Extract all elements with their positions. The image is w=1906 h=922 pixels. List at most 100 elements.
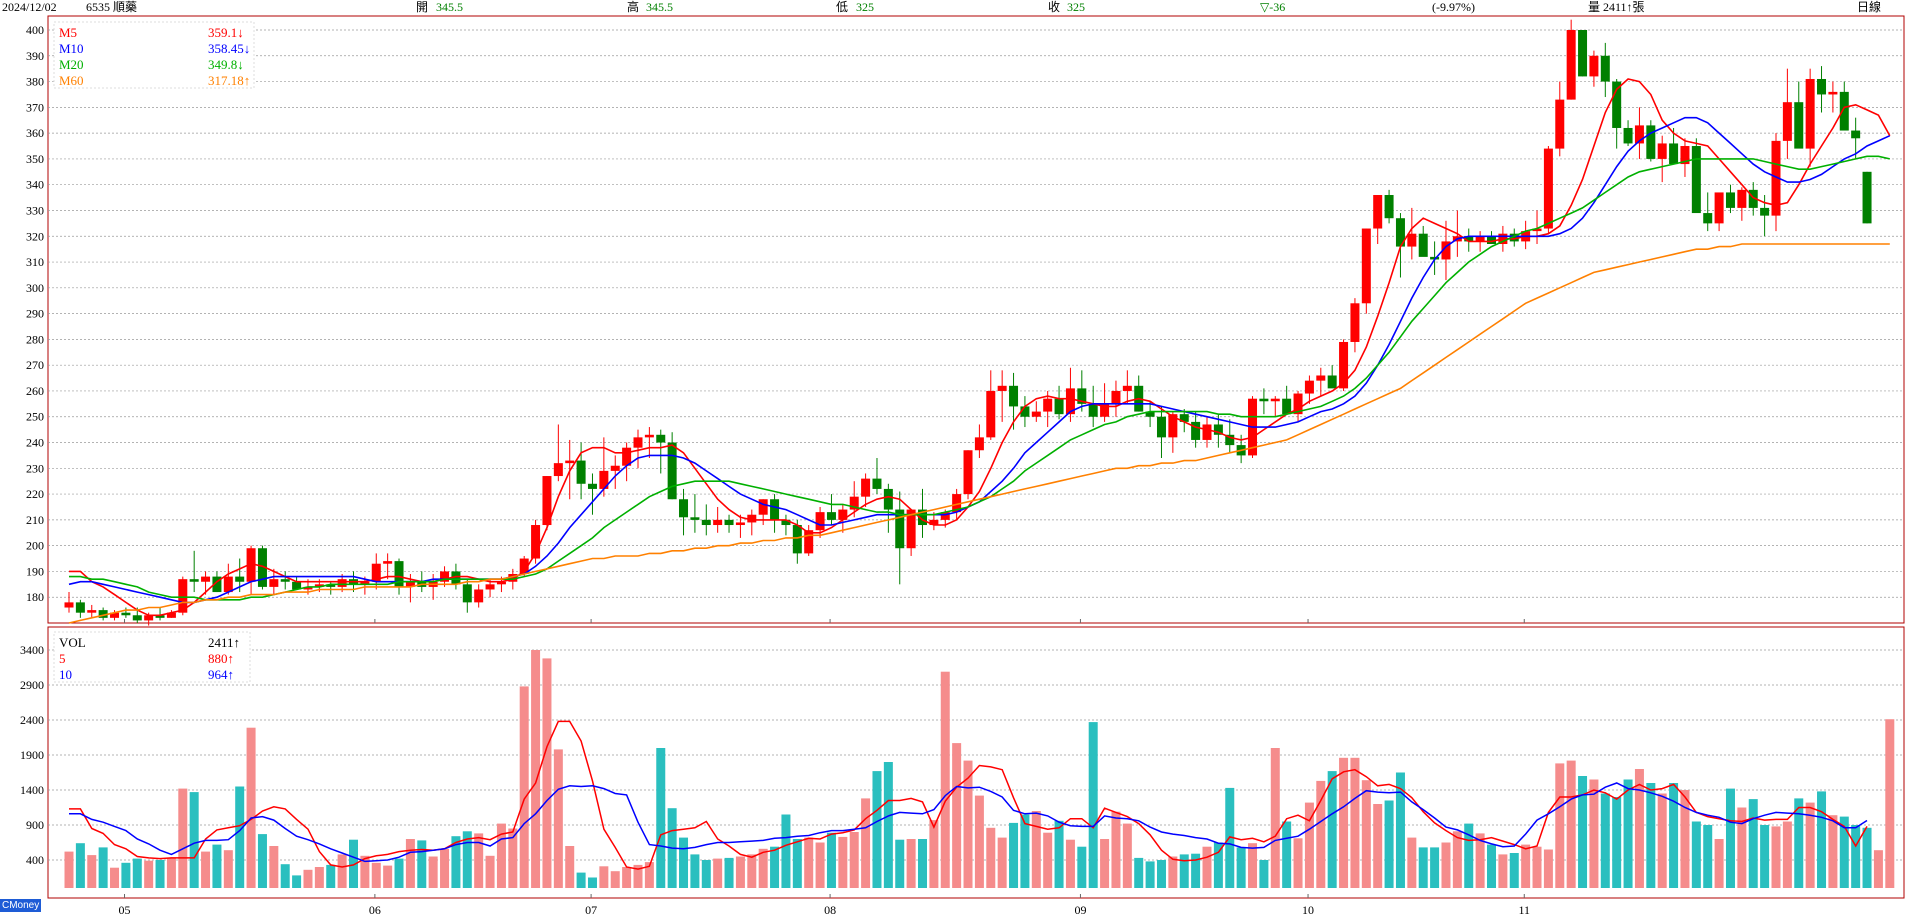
volume-bar xyxy=(1475,833,1485,888)
volume-bar xyxy=(1122,823,1132,888)
candle-body xyxy=(269,579,279,587)
candle-body xyxy=(132,615,142,621)
price-tick-label: 210 xyxy=(26,513,44,527)
volume-bar xyxy=(531,650,541,888)
volume-bar xyxy=(1737,807,1747,888)
volume-bar xyxy=(1031,811,1041,888)
volume-bar xyxy=(1407,837,1417,888)
header-date: 2024/12/02 xyxy=(2,0,57,14)
volume-bar xyxy=(1145,861,1155,888)
ma-line-m60 xyxy=(68,243,1890,624)
volume-bar xyxy=(1748,799,1758,888)
candle-body xyxy=(1100,403,1110,417)
candle-body xyxy=(1373,195,1383,229)
candle-body xyxy=(1782,102,1792,141)
volume-bar xyxy=(257,834,267,888)
candle-body xyxy=(1771,140,1781,216)
candle-body xyxy=(1612,81,1622,128)
volume-bar xyxy=(1646,783,1656,888)
candle-body xyxy=(1350,303,1360,342)
candle-body xyxy=(826,512,836,520)
volume-bar xyxy=(462,831,472,888)
candle-body xyxy=(1760,207,1770,216)
candle-body xyxy=(1202,424,1212,440)
candle-body xyxy=(1156,416,1166,438)
candle-body xyxy=(1384,195,1394,219)
volume-bar xyxy=(1430,847,1440,888)
candle-body xyxy=(1282,398,1292,415)
moving-average-lines xyxy=(68,78,1891,624)
volume-bar xyxy=(906,839,916,888)
candle-body xyxy=(542,476,552,526)
volume-bar xyxy=(1691,821,1701,888)
candle-body xyxy=(166,612,176,618)
volume-bar xyxy=(292,875,302,888)
x-tick-label: 05 xyxy=(119,903,131,917)
volume-bar xyxy=(576,872,586,888)
candle-body xyxy=(1122,385,1132,391)
candle-body xyxy=(1566,30,1576,100)
candle-body xyxy=(257,548,267,587)
price-axis-ticks: 180 190 200 210 220 230 240 250 260 270 280 290 300 3… xyxy=(26,23,44,604)
volume-tick-label: 900 xyxy=(26,818,44,832)
legend-vol10-value: 964↑ xyxy=(208,667,234,682)
price-tick-label: 250 xyxy=(26,410,44,424)
volume-bar xyxy=(1680,790,1690,888)
volume-bar xyxy=(747,854,757,888)
candle-body xyxy=(1088,403,1098,417)
volume-bar xyxy=(1316,780,1326,888)
volume-bar xyxy=(1384,800,1394,888)
price-tick-label: 290 xyxy=(26,307,44,321)
candle-body xyxy=(98,610,108,618)
volume-bar xyxy=(1111,811,1121,888)
price-tick-label: 280 xyxy=(26,332,44,346)
price-tick-label: 200 xyxy=(26,539,44,553)
volume-bars xyxy=(64,650,1895,888)
candle-body xyxy=(64,602,74,608)
candle-body xyxy=(1031,411,1041,417)
candle-body xyxy=(1179,414,1189,422)
candle-body xyxy=(1475,236,1485,242)
volume-tick-label: 3400 xyxy=(20,643,44,657)
candle-body xyxy=(189,579,199,582)
candle-body xyxy=(1418,233,1428,257)
header-open-label: 開 xyxy=(416,0,428,14)
volume-bar xyxy=(496,823,506,888)
candle-body xyxy=(1065,388,1075,415)
candle-body xyxy=(1077,388,1087,404)
volume-bar xyxy=(1543,849,1553,888)
candle-body xyxy=(1862,171,1872,224)
volume-bar xyxy=(1794,798,1804,888)
price-tick-label: 330 xyxy=(26,203,44,217)
candle-body xyxy=(531,525,541,559)
price-tick-label: 350 xyxy=(26,152,44,166)
volume-bar xyxy=(883,762,893,888)
candle-body xyxy=(679,499,689,518)
legend-m10-name: M10 xyxy=(59,41,84,56)
volume-bar xyxy=(1441,842,1451,888)
x-tick-label: 08 xyxy=(824,903,836,917)
volume-legend: VOL 2411↑ 5 880↑ 10 964↑ xyxy=(53,631,251,683)
candle-body xyxy=(918,509,927,526)
candle-body xyxy=(75,602,85,613)
volume-bar xyxy=(963,760,973,888)
volume-bar xyxy=(610,871,620,888)
volume-bar xyxy=(1452,831,1462,888)
volume-bar xyxy=(1714,839,1724,888)
candle-body xyxy=(451,571,461,585)
volume-bar xyxy=(701,860,711,888)
volume-bar xyxy=(1259,860,1269,888)
volume-bar xyxy=(815,842,825,888)
volume-bar xyxy=(212,844,222,888)
volume-bar xyxy=(1418,847,1428,888)
volume-bar xyxy=(735,856,745,888)
volume-bar xyxy=(110,867,120,888)
candle-body xyxy=(770,499,780,520)
candle-body xyxy=(952,494,962,513)
candle-body xyxy=(110,612,120,618)
volume-bar xyxy=(189,792,199,888)
candle-body xyxy=(610,465,620,471)
volume-bar xyxy=(1782,821,1792,888)
volume-bar xyxy=(1805,802,1815,888)
volume-bar xyxy=(1851,825,1861,888)
